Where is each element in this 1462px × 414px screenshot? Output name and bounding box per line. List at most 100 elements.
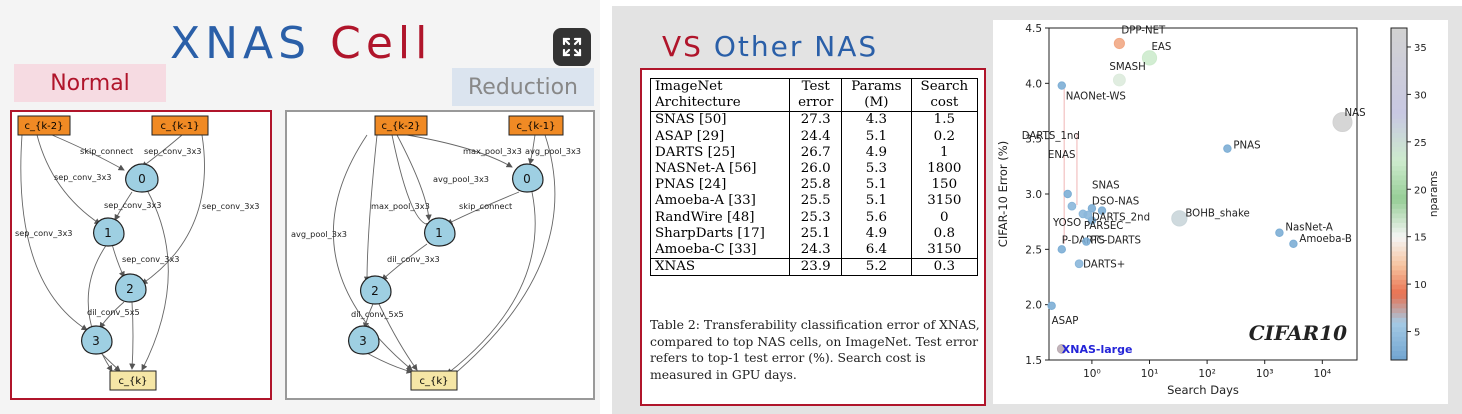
colorbar-segment <box>1391 322 1407 328</box>
table-header-cell: error <box>789 95 843 113</box>
colorbar-segment <box>1391 51 1407 57</box>
svg-text:c_{k-1}: c_{k-1} <box>161 121 200 132</box>
table-cell: 26.7 <box>789 144 843 162</box>
colorbar-segment <box>1391 170 1407 176</box>
normal-cell-graph: skip_connect sep_conv_3x3 sep_conv_3x3 s… <box>15 115 260 391</box>
data-point <box>1332 112 1353 133</box>
edge-0-out <box>141 189 169 371</box>
svg-text:c_{k-2}: c_{k-2} <box>382 121 421 132</box>
table-row: Amoeba-A [33] 25.5 5.1 3150 <box>650 193 978 210</box>
colorbar-segment <box>1391 284 1407 290</box>
table-row: PNAS [24] 25.8 5.1 150 <box>650 177 978 194</box>
table-cell: RandWire [48] <box>650 209 791 226</box>
point-label: PNAS <box>1233 141 1260 152</box>
table-cell: 1.5 <box>933 112 955 128</box>
colorbar-segment <box>1391 132 1407 138</box>
table-cell: Amoeba-A [33] <box>650 193 791 210</box>
colorbar-segment <box>1391 331 1407 337</box>
colorbar-segment <box>1391 80 1407 86</box>
table-cell: 3150 <box>927 242 962 258</box>
edge-2-out <box>129 301 136 370</box>
edge-label: max_pool_3x3 <box>371 201 430 211</box>
edge-k1-out <box>450 134 556 378</box>
colorbar-segment <box>1391 46 1407 53</box>
node-3-label: 3 <box>92 334 100 348</box>
colorbar-segment <box>1391 288 1407 295</box>
point-label: Amoeba-B <box>1299 234 1351 245</box>
input-node-k2: c_{k-2} <box>374 115 428 136</box>
edge-k2-0 <box>406 134 513 168</box>
table-cell: 5.3 <box>841 161 912 178</box>
table-cell: 3150 <box>927 193 962 209</box>
plot-frame <box>1048 27 1358 361</box>
edge-label: avg_pool_3x3 <box>291 229 347 239</box>
normal-tag: Normal <box>14 64 166 102</box>
scatter-plot: 1.5 2.0 2.5 3.0 3.5 4.0 4.5 10⁰ 10¹ 10² 10³ 10⁴ Sear… <box>996 23 1440 397</box>
table-header-cell: Test <box>789 78 843 96</box>
node-2 <box>115 273 147 303</box>
table-cell: XNAS <box>650 258 791 276</box>
title-xnas-word: XNAS <box>170 18 312 69</box>
table-row: SharpDarts [17] 25.1 4.9 0.8 <box>650 225 978 243</box>
colorbar-segment <box>1391 137 1407 143</box>
data-point <box>1074 259 1084 269</box>
edge-label: dil_conv_5x5 <box>87 307 140 317</box>
colorbar-segment <box>1391 298 1407 304</box>
table-cell: Amoeba-C [33] <box>650 242 791 259</box>
colorbar-segment <box>1391 32 1407 38</box>
colorbar-segment <box>1391 279 1407 285</box>
edge-1-2 <box>381 243 428 281</box>
table-cell: 150 <box>931 177 958 193</box>
table-cell: 26.0 <box>789 161 843 178</box>
data-point <box>1223 144 1232 153</box>
colorbar-segment <box>1391 118 1407 124</box>
colorbar-tick-label: 10 <box>1414 280 1427 291</box>
point-label: EAS <box>1152 42 1172 53</box>
expand-button[interactable] <box>553 28 591 66</box>
colorbar-segment <box>1391 103 1407 110</box>
colorbar-segment <box>1391 255 1407 261</box>
table-header-cell: Architecture <box>650 95 791 113</box>
table-header-cell: (M) <box>841 95 912 113</box>
colorbar-segment <box>1391 303 1407 309</box>
normal-cell-diagram: skip_connect sep_conv_3x3 sep_conv_3x3 s… <box>10 110 272 400</box>
table-cell: 25.8 <box>789 177 843 194</box>
table-cell: 25.3 <box>789 209 843 226</box>
colorbar-segment <box>1391 203 1407 209</box>
edge-label: sep_conv_3x3 <box>202 201 260 211</box>
data-point <box>1063 189 1072 199</box>
edge-k2-1 <box>396 134 432 221</box>
table-cell: 0 <box>940 209 949 225</box>
table-cell: 5.6 <box>841 209 912 226</box>
table-header-cell: cost <box>911 95 978 113</box>
edge-2-3 <box>99 301 125 329</box>
colorbar-segment <box>1391 341 1407 347</box>
x-tick-label: 10³ <box>1256 368 1274 380</box>
table-body: SNAS [50] 27.3 4.3 1.5 ASAP [29] 24.4 5.1 0.2 DA… <box>650 111 978 276</box>
edge-label: sep_conv_3x3 <box>15 228 73 238</box>
colorbar-segment <box>1391 165 1407 171</box>
colorbar-segment <box>1391 61 1407 67</box>
node-3 <box>81 325 113 355</box>
point-label: NAS <box>1344 108 1365 119</box>
table-header-cell: ImageNet <box>650 78 791 96</box>
colorbar-segment <box>1391 122 1407 129</box>
y-tick-label: 4.0 <box>1025 78 1042 90</box>
table-header-cell: Search <box>920 79 969 94</box>
y-tick-label: 2.5 <box>1025 244 1042 256</box>
point-label: ENAS <box>1048 150 1076 161</box>
svg-text:c_{k}: c_{k} <box>118 376 147 387</box>
table-cell: 5.1 <box>841 128 912 145</box>
input-node-k1: c_{k-1} <box>508 115 564 136</box>
edge-3-out <box>364 351 413 374</box>
node-2-label: 2 <box>126 282 134 296</box>
y-tick-label: 2.0 <box>1025 300 1042 312</box>
edge-2-out <box>378 303 418 371</box>
colorbar-tick-label: 30 <box>1414 90 1427 101</box>
node-1-label: 1 <box>104 226 112 240</box>
colorbar-frame <box>1390 27 1408 361</box>
edge-label: avg_pool_3x3 <box>433 174 489 184</box>
colorbar-segment <box>1391 37 1407 43</box>
edge-1-2 <box>111 243 125 278</box>
edge-0-out <box>446 191 536 375</box>
